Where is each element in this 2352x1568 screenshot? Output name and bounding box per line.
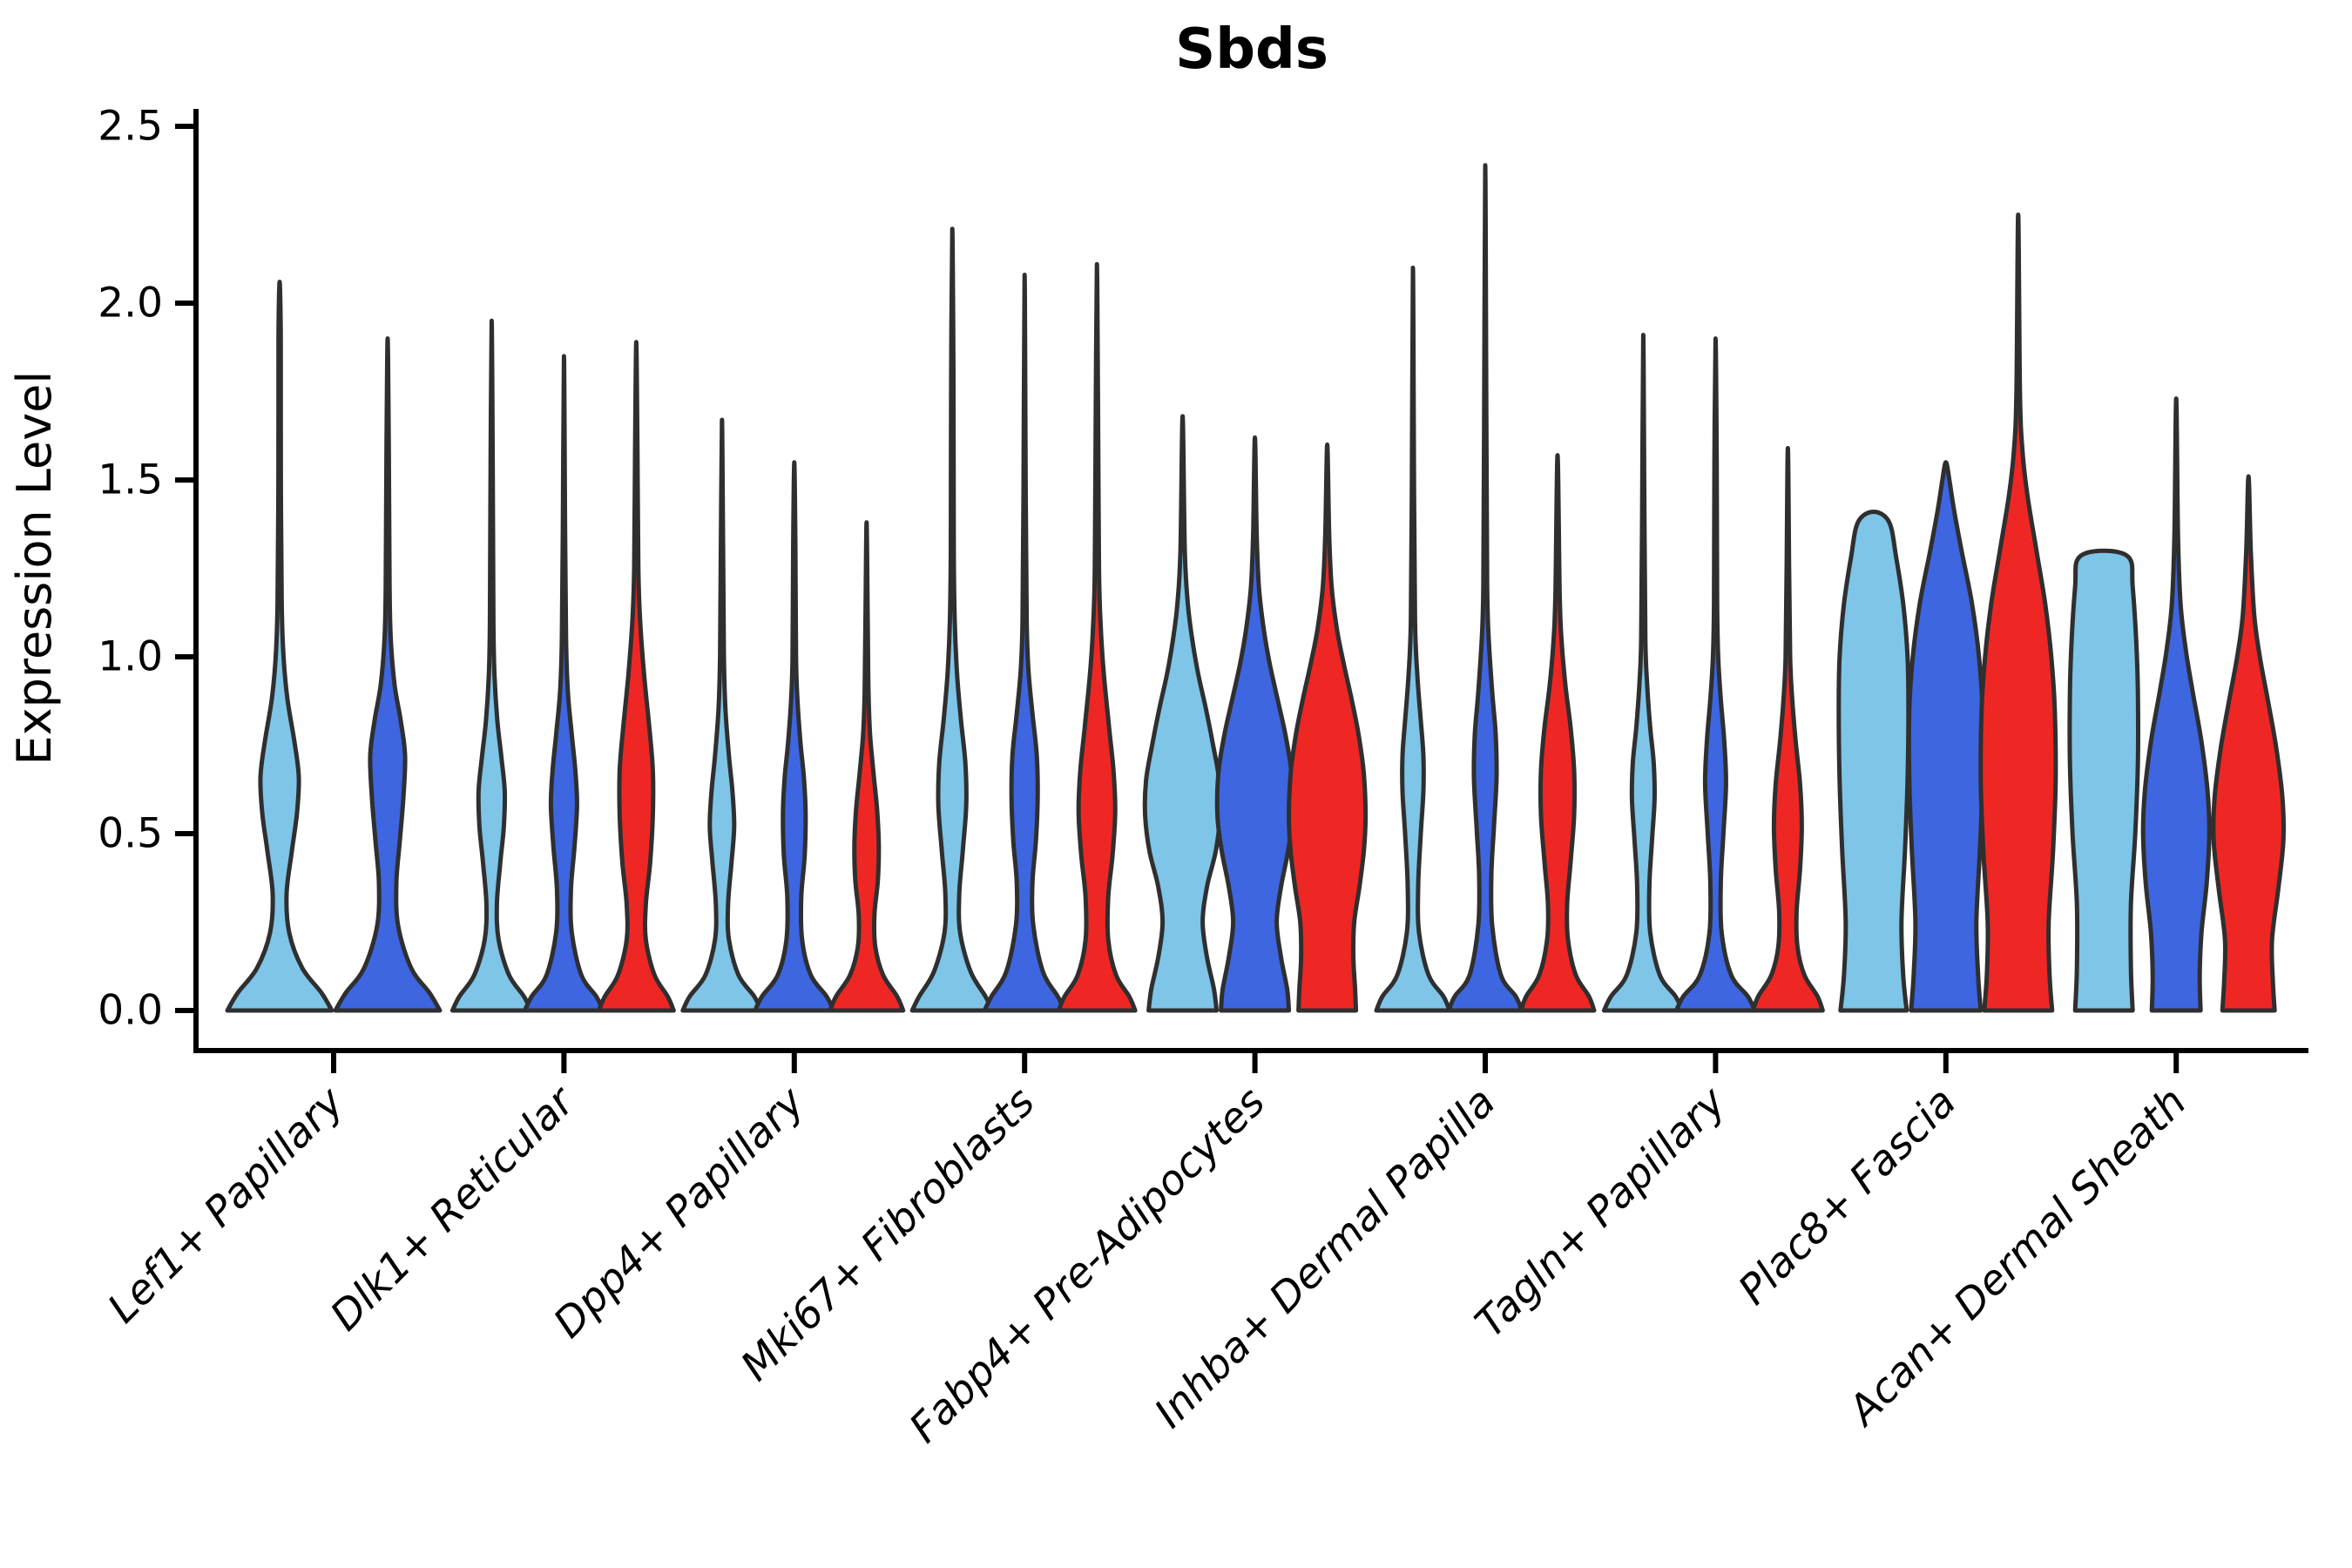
y-axis-label: Expression Level: [7, 371, 62, 766]
x-tick-label: Plac8+ Fascia: [1729, 1078, 1965, 1315]
x-tick-label: Lef1+ Papillary: [98, 1078, 354, 1333]
violin-group6-red: [1518, 453, 1597, 1013]
violin-group2-skyblue: [449, 318, 533, 1013]
violin-group7-red: [1750, 446, 1825, 1013]
violin-group1-royalblue: [333, 336, 443, 1013]
violin-group8-royalblue: [1906, 460, 1985, 1013]
y-tick-label: 1.0: [98, 633, 163, 681]
violin-group4-royalblue: [982, 273, 1067, 1013]
violins-layer: [225, 163, 2287, 1013]
violin-group1-skyblue: [225, 280, 335, 1013]
violin-group3-red: [828, 520, 906, 1013]
y-tick-label: 0.0: [98, 987, 163, 1035]
x-tick-label: Dlk1+ Reticular: [321, 1077, 585, 1341]
violin-group4-red: [1056, 261, 1138, 1013]
violin-group3-skyblue: [680, 417, 764, 1013]
violin-group3-royalblue: [753, 460, 836, 1013]
chart-title: Sbds: [1175, 17, 1328, 82]
y-tick-label: 1.5: [98, 456, 163, 504]
y-tick-label: 2.0: [98, 280, 163, 328]
violin-group7-skyblue: [1601, 333, 1685, 1013]
violin-group5-skyblue: [1142, 414, 1223, 1013]
violin-group2-royalblue: [522, 354, 605, 1013]
violin-group4-skyblue: [909, 226, 995, 1013]
x-tick-label: Dpp4+ Papillary: [544, 1078, 814, 1348]
violin-group6-royalblue: [1446, 163, 1524, 1013]
violin-group8-red: [1978, 213, 2058, 1013]
violin-group9-red: [2211, 474, 2287, 1013]
violin-group8-skyblue: [1836, 510, 1911, 1013]
axes: [193, 109, 2308, 1053]
violin-group6-skyblue: [1374, 265, 1452, 1013]
violin-group2-red: [596, 340, 676, 1013]
y-tick-label: 2.5: [98, 103, 163, 151]
violin-group7-royalblue: [1673, 336, 1757, 1013]
violin-group5-royalblue: [1214, 435, 1295, 1013]
violin-group5-red: [1287, 442, 1369, 1013]
violin-group9-skyblue: [2067, 548, 2141, 1013]
violin-group9-royalblue: [2140, 396, 2212, 1013]
y-tick-label: 0.5: [98, 810, 163, 858]
x-tick-label: Tagln+ Papillary: [1466, 1078, 1736, 1348]
